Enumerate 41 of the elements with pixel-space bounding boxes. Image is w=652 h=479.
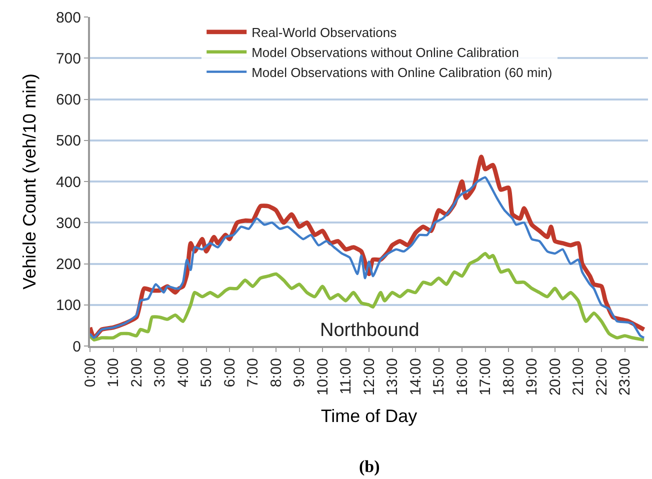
y-axis-title: Vehicle Count (veh/10 min) (20, 73, 40, 290)
legend-label: Real-World Observations (252, 25, 398, 40)
x-tick-label: 12:00 (360, 358, 378, 396)
y-tick-label: 300 (56, 214, 81, 232)
y-tick-label: 0 (72, 338, 81, 356)
x-tick-label: 22:00 (593, 358, 610, 396)
x-tick-label: 6:00 (221, 358, 238, 388)
x-tick-label: 3:00 (152, 358, 169, 388)
y-tick-label: 400 (56, 174, 81, 191)
legend-label: Model Observations without Online Calibration (252, 44, 519, 60)
annotation: Northbound (320, 320, 420, 341)
x-tick-label: 11:00 (338, 358, 355, 394)
y-tick-label: 700 (56, 50, 81, 68)
legend-label: Model Observations with Online Calibration (60 min) (252, 64, 552, 80)
x-tick-label: 13:00 (384, 358, 402, 396)
x-tick-label: 2:00 (128, 358, 146, 388)
x-tick-label: 14:00 (407, 358, 424, 396)
x-tick-label: 19:00 (524, 358, 541, 396)
x-tick-label: 18:00 (500, 358, 518, 396)
line-series (90, 252, 646, 342)
x-tick-label: 17:00 (477, 358, 494, 396)
text: (b) (359, 457, 380, 476)
x-tick-label: 15:00 (430, 358, 448, 396)
x-tick-label: 23:00 (616, 358, 634, 396)
y-tick-label: 100 (56, 297, 81, 314)
x-tick-label: 0:00 (82, 358, 99, 388)
x-tick-label: 10:00 (314, 358, 332, 396)
y-tick-label: 200 (56, 256, 81, 273)
x-axis-title: Time of Day (320, 406, 418, 426)
x-tick-label: 16:00 (454, 358, 471, 396)
x-tick-label: 9:00 (291, 358, 308, 388)
x-tick-label: 20:00 (546, 358, 564, 396)
x-tick-label: 8:00 (268, 358, 285, 388)
y-tick-label: 500 (56, 132, 81, 150)
x-tick-label: 7:00 (244, 358, 262, 388)
y-tick-label: 600 (56, 92, 81, 108)
x-tick-label: 4:00 (174, 358, 192, 388)
x-tick-label: 1:00 (105, 358, 122, 388)
x-tick-label: 5:00 (198, 358, 216, 388)
x-tick-label: 21:00 (570, 358, 588, 396)
y-tick-label: 800 (56, 9, 81, 26)
